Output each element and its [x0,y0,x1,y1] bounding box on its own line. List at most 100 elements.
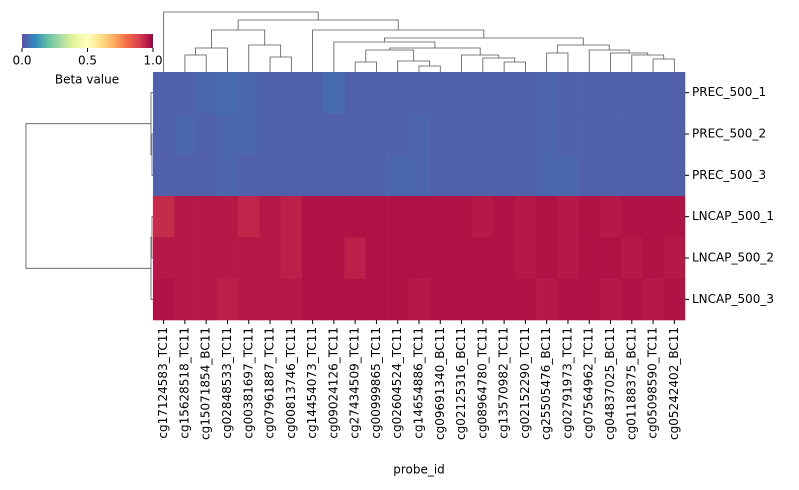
heatmap-cell [153,72,175,114]
heatmap-cell [450,113,473,155]
heatmap-cell [472,237,494,279]
heatmap-cell [578,113,601,155]
x-tick-label: cg01188375_BC11 [624,327,638,440]
heatmap-cell [259,154,281,197]
heatmap-cell [387,154,409,197]
heatmap-cell [174,278,196,321]
heatmap-cell [301,113,324,155]
heatmap-cell [216,237,239,279]
heatmap-cell [599,196,622,238]
heatmap-cell [301,196,324,238]
x-axis-label: probe_id [393,463,445,477]
heatmap-cell [599,278,622,321]
heatmap-cell [450,237,473,279]
heatmap-cell [280,237,303,279]
x-tick-label: cg05242402_BC11 [667,327,681,440]
heatmap-cell [621,196,643,238]
dendrogram-link [418,65,441,72]
heatmap-cell [514,154,537,197]
x-tick-label: cg08964780_TC11 [475,327,489,439]
x-tick-label: cg02152290_TC11 [518,327,532,439]
heatmap-cell [365,154,388,197]
heatmap-cell [238,196,260,238]
heatmap-cell [642,278,665,321]
heatmap-cell [663,113,686,155]
heatmap-cell [259,72,281,114]
y-tick-label: LNCAP_500_1 [692,209,774,223]
heatmap-cell [493,154,516,197]
x-tick-label: cg02125316_BC11 [454,327,468,440]
dendrogram-link [384,37,584,45]
heatmap-cell [429,113,452,155]
x-tick-label: cg15628518_TC11 [177,327,191,439]
x-tick-label: cg04837025_BC11 [603,327,617,440]
x-tick-label: cg14454073_TC11 [305,327,319,439]
heatmap-cell [238,113,260,155]
heatmap-cell [663,237,686,279]
dendrogram-link [248,44,282,72]
heatmap-cell [216,196,239,238]
y-tick-label: PREC_500_3 [692,168,766,182]
heatmap-cell [238,237,260,279]
heatmap-cell [429,154,452,197]
heatmap-cell [599,113,622,155]
heatmap-cell [408,196,430,238]
x-tick-label: cg09024126_TC11 [326,327,340,439]
heatmap-cell [323,154,345,197]
x-tick-label: cg00813746_TC11 [284,327,298,439]
heatmap-cell [599,237,622,279]
heatmap-cell [238,72,260,114]
colorbar-tick-label: 1.0 [143,54,162,68]
heatmap-cell [259,196,281,238]
heatmap-cell [365,72,388,114]
heatmap-cell [429,196,452,238]
heatmap-cell [323,196,345,238]
heatmap-cell [472,72,494,114]
dendrogram-link [25,123,151,269]
heatmap-cell [663,196,686,238]
heatmap-cell [301,278,324,321]
heatmap-cell [153,278,175,321]
dendrogram-link [184,54,207,72]
heatmap-cell [280,72,303,114]
heatmap-cell [450,72,473,114]
heatmap-cell [450,154,473,197]
heatmap-cell [536,72,558,114]
heatmap-cell [195,237,218,279]
heatmap-cell [238,154,260,197]
colorbar-label: Beta value [55,73,119,87]
heatmap-cell [578,237,601,279]
heatmap-cell [472,196,494,238]
heatmap-cell [429,72,452,114]
x-tick-label: cg09691340_BC11 [433,327,447,440]
x-tick-label: cg07564962_TC11 [582,327,596,439]
heatmap-cell [387,196,409,238]
heatmap-cell [301,154,324,197]
dendrogram-link [556,44,610,53]
y-tick-label: LNCAP_500_3 [692,292,774,306]
x-tick-label: cg15071854_BC11 [199,327,213,440]
heatmap-cell [514,72,537,114]
dendrogram-link [312,29,485,72]
heatmap-cell [557,278,579,321]
heatmap-cell [387,113,409,155]
x-tick-label: cg07961887_TC11 [263,327,277,439]
heatmap-cell [195,196,218,238]
heatmap-cell [280,113,303,155]
dendrogram-link [269,56,292,72]
heatmap-cell [153,113,175,155]
heatmap-cell [365,196,388,238]
heatmap-cell [514,237,537,279]
heatmap-cell [153,196,175,238]
heatmap-cell [642,237,665,279]
heatmap-cell [408,113,430,155]
heatmap-cell [216,154,239,197]
heatmap-cell [557,113,579,155]
heatmap-cell [387,237,409,279]
heatmap-cell [153,237,175,279]
heatmap-cell [216,278,239,321]
heatmap-cell [663,154,686,197]
heatmap-cell [578,278,601,321]
dendrogram-link [482,57,516,72]
